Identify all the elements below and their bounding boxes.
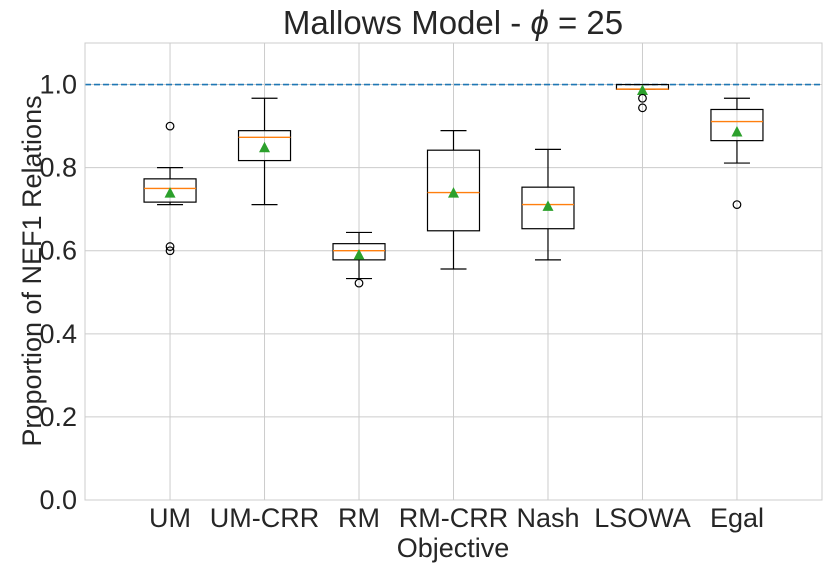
mean-marker-rm xyxy=(353,248,365,260)
x-tick-label-um-crr: UM-CRR xyxy=(210,503,319,533)
box-egal xyxy=(710,97,764,210)
box-body-um xyxy=(143,178,197,203)
chart-title: Mallows Model - ϕ = 25 xyxy=(283,4,623,41)
box-um xyxy=(143,121,197,256)
box-plots xyxy=(143,83,764,288)
box-nash xyxy=(521,148,575,261)
outlier-rm-0 xyxy=(354,278,364,288)
y-axis-title: Proportion of NEF1 Relations xyxy=(17,95,47,446)
mean-marker-egal xyxy=(731,125,743,137)
x-tick-label-lsowa: LSOWA xyxy=(594,503,691,533)
y-tick-label-4: 0.8 xyxy=(39,153,77,183)
mean-marker-rm-crr xyxy=(448,187,459,198)
x-tick-label-rm: RM xyxy=(338,503,380,533)
outlier-um-0 xyxy=(165,121,175,131)
box-um-crr xyxy=(237,97,292,206)
box-lsowa xyxy=(615,83,670,113)
outlier-um-1 xyxy=(165,242,175,251)
outlier-lsowa-1 xyxy=(638,103,647,113)
y-tick-label-5: 1.0 xyxy=(39,70,77,100)
outlier-um-2 xyxy=(165,246,175,256)
y-tick-label-1: 0.2 xyxy=(39,402,77,432)
x-tick-label-nash: Nash xyxy=(516,503,579,533)
y-tick-label-3: 0.6 xyxy=(39,236,77,266)
outlier-lsowa-0 xyxy=(638,93,647,103)
mean-marker-lsowa xyxy=(636,84,648,95)
box-body-rm-crr xyxy=(426,149,481,232)
box-body-rm xyxy=(332,243,386,261)
y-tick-label-2: 0.4 xyxy=(39,319,77,349)
mean-marker-um xyxy=(164,187,176,198)
box-body-egal xyxy=(710,108,764,142)
x-tick-labels: UM UM-CRR RM RM-CRR Nash LSOWA Egal xyxy=(149,503,764,533)
box-body-um-crr xyxy=(237,130,292,162)
outlier-egal-0 xyxy=(732,200,742,210)
x-tick-label-um: UM xyxy=(149,503,191,533)
x-tick-label-egal: Egal xyxy=(710,503,764,533)
plot-frame xyxy=(84,42,823,501)
box-body-nash xyxy=(521,186,575,230)
x-axis-title: Objective xyxy=(397,533,510,563)
mean-marker-um-crr xyxy=(259,141,271,153)
x-tick-label-rm-crr: RM-CRR xyxy=(399,503,508,533)
box-rm-crr xyxy=(426,130,481,270)
y-tick-label-0: 0.0 xyxy=(39,485,77,515)
box-rm xyxy=(332,231,386,288)
mean-marker-nash xyxy=(542,200,554,211)
y-tick-labels: 0.0 0.2 0.4 0.6 0.8 1.0 xyxy=(39,70,77,515)
